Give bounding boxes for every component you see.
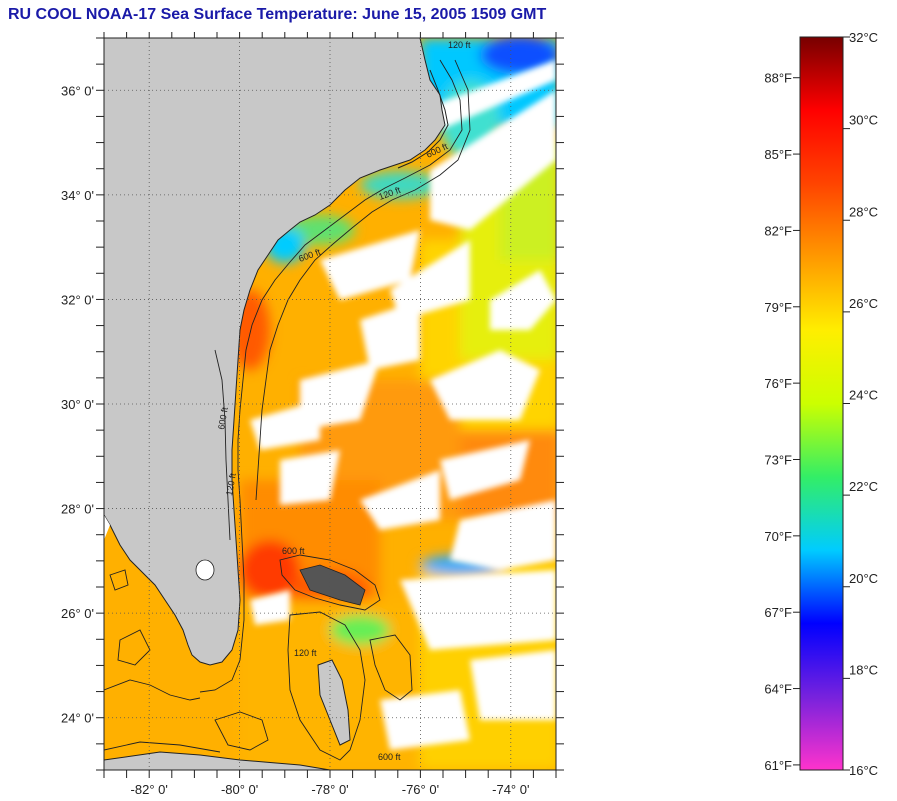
cloud-cover: [250, 60, 556, 750]
isobath-label: 120 ft: [294, 648, 317, 658]
lat-tick-label: 30° 0': [61, 397, 94, 412]
fahrenheit-label: 88°F: [764, 71, 792, 86]
lat-tick-label: 36° 0': [61, 83, 94, 98]
celsius-label: 30°C: [849, 113, 878, 128]
celsius-label: 28°C: [849, 204, 878, 219]
celsius-label: 16°C: [849, 763, 878, 778]
lon-tick-label: -78° 0': [311, 782, 348, 797]
fahrenheit-label: 82°F: [764, 223, 792, 238]
bahamas-reef: [299, 564, 366, 606]
isobaths: [104, 59, 471, 761]
gulf-coast-strip: [104, 515, 110, 540]
isobath-label: 600 ft: [378, 752, 401, 762]
map-title: RU COOL NOAA-17 Sea Surface Temperature:…: [8, 6, 547, 23]
cuba: [104, 751, 331, 770]
fahrenheit-label: 79°F: [764, 300, 792, 315]
fahrenheit-label: 70°F: [764, 529, 792, 544]
lon-tick-label: -74° 0': [492, 782, 529, 797]
fahrenheit-label: 76°F: [764, 376, 792, 391]
fahrenheit-label: 61°F: [764, 758, 792, 773]
colorbar: 32°C 30°C 28°C 26°C 24°C 22°C 20°C 18°C 16°C 88°F…: [764, 30, 878, 778]
lon-tick-label: -80° 0': [221, 782, 258, 797]
colorbar-gradient: [799, 36, 844, 771]
celsius-label: 22°C: [849, 479, 878, 494]
axis-ticks: 24° 0' 26° 0' 28° 0' 30° 0' 32° 0' 34° 0' 36° …: [61, 32, 564, 797]
isobath-label: 600 ft: [216, 406, 230, 430]
lake-okeechobee: [195, 559, 215, 581]
fahrenheit-label: 67°F: [764, 605, 792, 620]
fahrenheit-label: 73°F: [764, 452, 792, 467]
lat-tick-label: 28° 0': [61, 502, 94, 517]
bahamas-andros: [317, 659, 351, 746]
lat-tick-label: 26° 0': [61, 606, 94, 621]
outer-banks: [397, 69, 449, 169]
fahrenheit-label: 85°F: [764, 147, 792, 162]
lat-tick-label: 24° 0': [61, 711, 94, 726]
lon-tick-label: -82° 0': [131, 782, 168, 797]
land-mass: [104, 38, 446, 666]
isobath-label: 120 ft: [224, 472, 238, 496]
graticule: [104, 38, 556, 770]
isobath-label: 600 ft: [282, 546, 305, 556]
celsius-label: 26°C: [849, 296, 878, 311]
fahrenheit-label: 64°F: [764, 682, 792, 697]
celsius-label: 18°C: [849, 662, 878, 677]
lat-tick-label: 32° 0': [61, 292, 94, 307]
celsius-label: 32°C: [849, 30, 878, 45]
celsius-label: 20°C: [849, 571, 878, 586]
lat-tick-label: 34° 0': [61, 188, 94, 203]
isobath-label: 120 ft: [448, 40, 471, 50]
lon-tick-label: -76° 0': [402, 782, 439, 797]
celsius-label: 24°C: [849, 388, 878, 403]
